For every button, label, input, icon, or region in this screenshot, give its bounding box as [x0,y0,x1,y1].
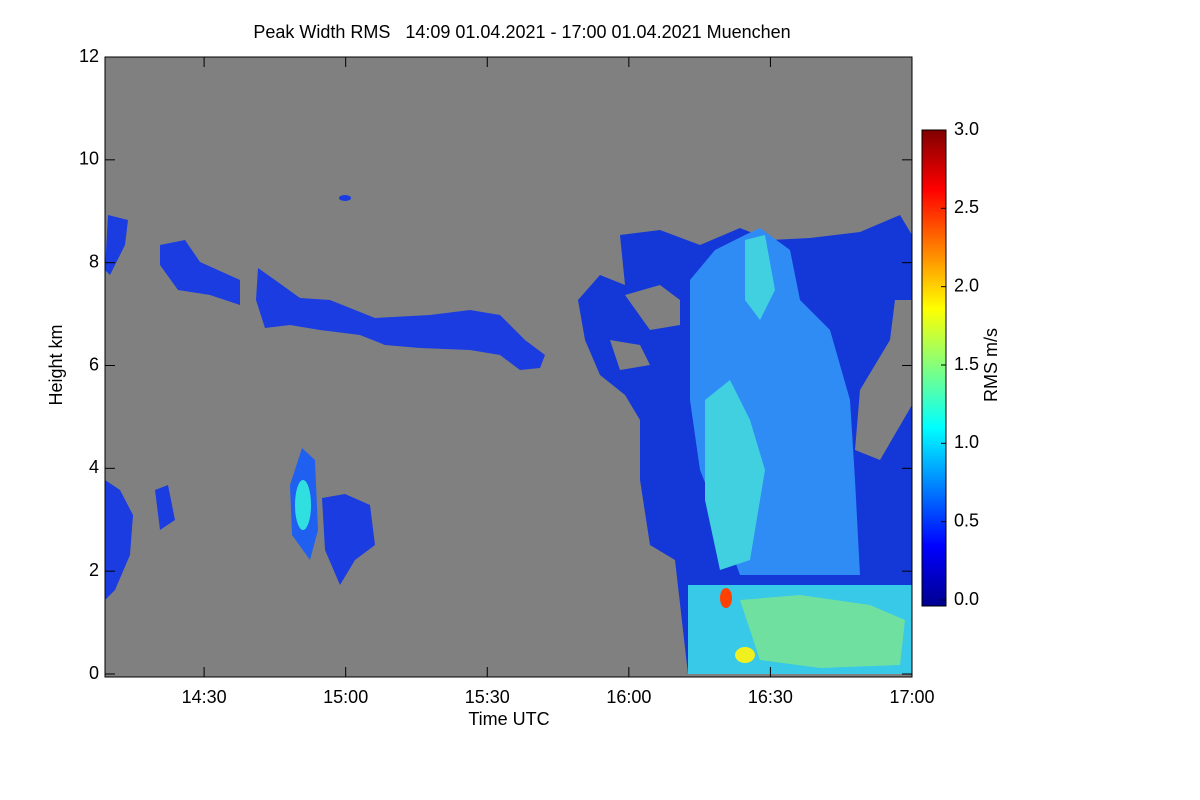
x-tick-label: 16:00 [606,687,651,707]
colorbar-tick-label: 2.0 [954,275,979,295]
colorbar-tick-label: 0.5 [954,510,979,530]
colorbar-tick-label: 2.5 [954,197,979,217]
echo-region [295,480,311,530]
y-tick-label: 0 [89,663,99,683]
echo-region [735,647,755,663]
chart-title: Peak Width RMS 14:09 01.04.2021 - 17:00 … [253,22,790,42]
x-tick-label: 16:30 [748,687,793,707]
echo-region [740,595,905,668]
echo-region [105,215,545,370]
colorbar-tick-label: 3.0 [954,119,979,139]
y-tick-label: 2 [89,560,99,580]
echo-region [105,480,375,600]
colorbar-tick-label: 1.0 [954,432,979,452]
x-axis-label: Time UTC [468,709,549,729]
echo-field [105,195,912,674]
echo-region [705,235,775,570]
echo-gap [610,285,680,370]
echo-region [720,588,732,608]
echo-region [339,195,351,201]
x-tick-label: 17:00 [889,687,934,707]
colorbar [921,129,947,607]
colorbar-tick-label: 0.0 [954,589,979,609]
y-tick-label: 8 [89,251,99,271]
y-tick-label: 6 [89,354,99,374]
plot-frame [104,56,913,678]
y-tick-label: 12 [79,46,99,66]
colorbar-tick-label: 1.5 [954,354,979,374]
y-tick-label: 4 [89,457,99,477]
colorbar-label: RMS m/s [981,328,1001,402]
x-tick-label: 15:00 [323,687,368,707]
x-tick-label: 15:30 [465,687,510,707]
y-axis-label: Height km [46,324,66,405]
y-tick-label: 10 [79,149,99,169]
x-tick-label: 14:30 [182,687,227,707]
